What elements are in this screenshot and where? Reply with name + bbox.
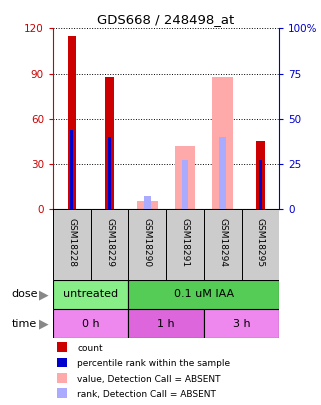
Text: rank, Detection Call = ABSENT: rank, Detection Call = ABSENT [77, 390, 216, 399]
Text: value, Detection Call = ABSENT: value, Detection Call = ABSENT [77, 375, 221, 384]
Bar [128, 209, 166, 280]
Text: GSM18229: GSM18229 [105, 219, 114, 267]
Title: GDS668 / 248498_at: GDS668 / 248498_at [98, 13, 235, 26]
Text: 3 h: 3 h [233, 319, 250, 328]
Text: dose: dose [11, 290, 38, 299]
Bar [53, 209, 91, 280]
Bar [57, 373, 67, 383]
Text: GSM18294: GSM18294 [218, 219, 227, 267]
Bar [57, 342, 67, 352]
Bar [259, 160, 262, 209]
Text: GSM18228: GSM18228 [67, 219, 76, 267]
Text: percentile rank within the sample: percentile rank within the sample [77, 359, 230, 368]
Text: GSM18290: GSM18290 [143, 218, 152, 268]
Bar [53, 280, 128, 309]
Bar [128, 280, 279, 309]
Bar [108, 137, 111, 209]
Bar [166, 209, 204, 280]
Bar [212, 77, 233, 209]
Bar [144, 196, 151, 209]
Bar [57, 388, 67, 398]
Bar [53, 309, 128, 338]
Text: ▶: ▶ [39, 288, 48, 301]
Bar [128, 309, 204, 338]
Bar [137, 201, 158, 209]
Bar [70, 130, 73, 209]
Bar [91, 209, 128, 280]
Bar [219, 137, 226, 209]
Bar [105, 77, 114, 209]
Bar [175, 146, 195, 209]
Bar [256, 141, 265, 209]
Text: GSM18291: GSM18291 [180, 218, 189, 268]
Text: GSM18295: GSM18295 [256, 218, 265, 268]
Text: 0 h: 0 h [82, 319, 100, 328]
Text: untreated: untreated [63, 290, 118, 299]
Bar [241, 209, 279, 280]
Bar [182, 160, 188, 209]
Bar [204, 309, 279, 338]
Text: count: count [77, 344, 103, 353]
Bar [57, 358, 67, 367]
Text: 0.1 uM IAA: 0.1 uM IAA [174, 290, 234, 299]
Bar [68, 36, 76, 209]
Text: 1 h: 1 h [157, 319, 175, 328]
Bar [204, 209, 241, 280]
Text: ▶: ▶ [39, 317, 48, 330]
Text: time: time [11, 319, 37, 328]
